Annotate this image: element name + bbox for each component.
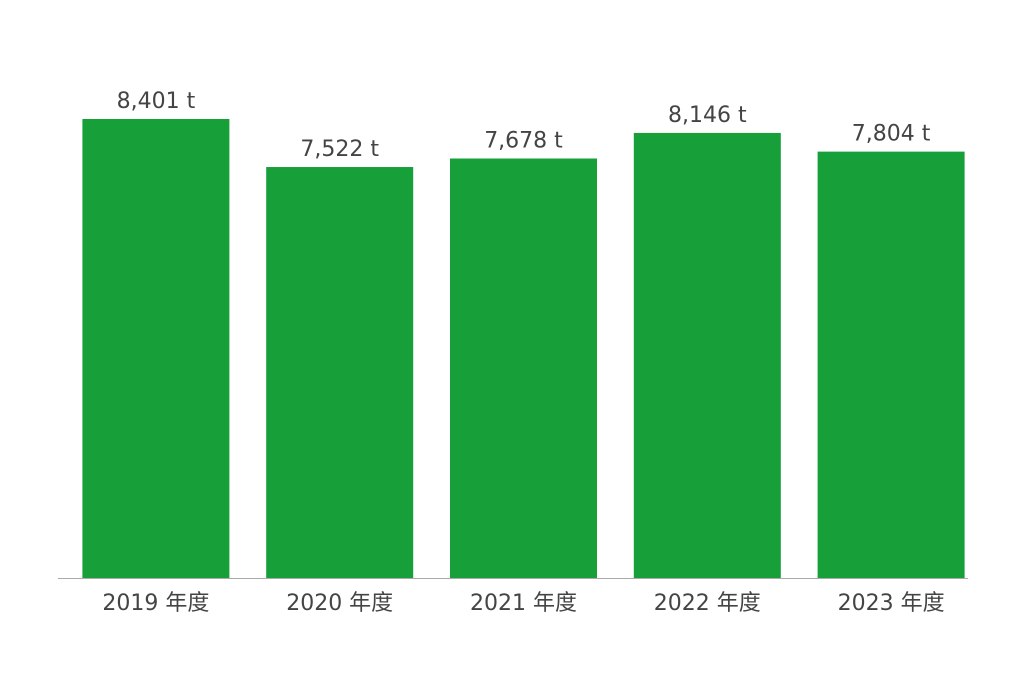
x-tick-label: 2023 年度 bbox=[838, 591, 945, 616]
x-tick-label: 2019 年度 bbox=[102, 591, 209, 616]
bar bbox=[266, 167, 414, 578]
value-label: 8,146 t bbox=[668, 103, 747, 128]
bar bbox=[450, 158, 597, 579]
value-label: 7,522 t bbox=[300, 137, 379, 162]
value-label: 7,804 t bbox=[852, 122, 931, 147]
x-tick-label: 2022 年度 bbox=[654, 591, 761, 616]
value-label: 7,678 t bbox=[484, 129, 563, 154]
bar bbox=[817, 151, 965, 578]
value-label: 8,401 t bbox=[117, 89, 196, 114]
bar bbox=[82, 119, 230, 578]
x-tick-label: 2020 年度 bbox=[286, 591, 393, 616]
x-tick-label: 2021 年度 bbox=[470, 591, 577, 616]
bar bbox=[633, 132, 781, 579]
